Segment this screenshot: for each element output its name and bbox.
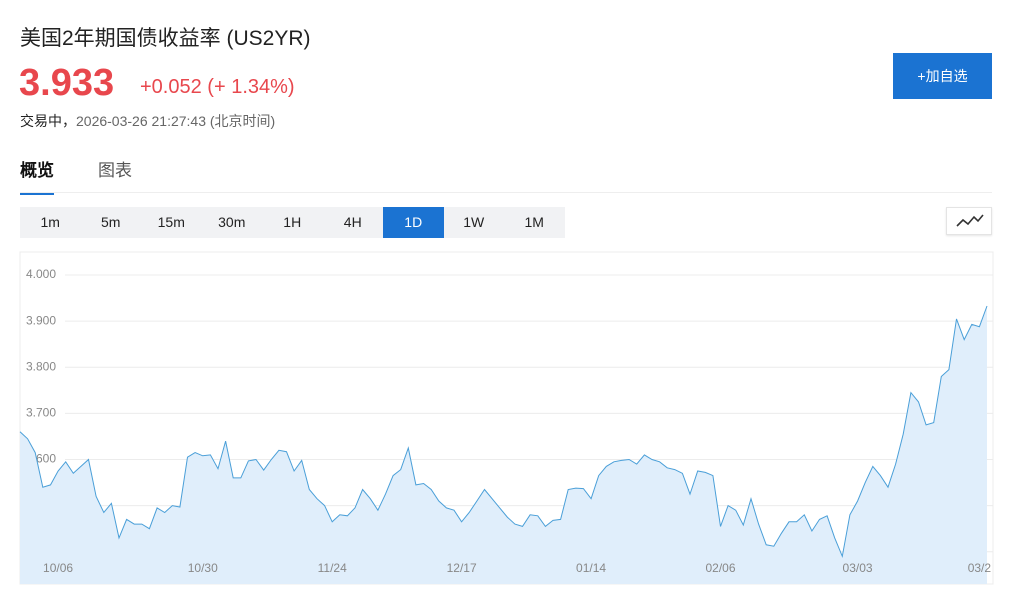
change-percent: (+ 1.34%)	[207, 76, 295, 98]
period-button[interactable]: 1D	[383, 207, 444, 238]
x-tick-label: 10/06	[43, 561, 73, 575]
status: 交易中，2026-03-26 21:27:43 (北京时间)	[20, 111, 275, 131]
timezone: (北京时间)	[209, 113, 276, 129]
watchlist-button[interactable]: +加自选	[893, 53, 992, 99]
price: 3.933	[19, 62, 115, 104]
y-tick-label: 3.700	[26, 406, 56, 420]
period-button[interactable]: 1M	[524, 214, 544, 230]
period-button[interactable]: 1W	[463, 214, 485, 230]
x-tick-label: 03/2	[968, 561, 992, 575]
x-tick-label: 11/24	[318, 561, 347, 575]
period-button[interactable]: 4H	[343, 214, 362, 230]
x-tick-label: 01/14	[576, 561, 606, 575]
divider	[20, 192, 992, 193]
period-selector: 1m 5m 15m 30m 1H 4H 1D 1W 1M	[20, 207, 565, 238]
period-button[interactable]: 1H	[283, 214, 302, 230]
y-tick-label: 3.800	[26, 359, 56, 373]
change-value: +0.052	[140, 76, 202, 98]
icon-line	[956, 214, 984, 227]
timestamp: 2026-03-26 21:27:43	[76, 113, 206, 129]
x-tick-label: 10/30	[188, 561, 218, 575]
x-tick-label: 12/17	[447, 561, 477, 575]
period-button[interactable]: 1m	[40, 214, 60, 230]
area-fill	[20, 306, 987, 584]
x-tick-label: 02/06	[705, 561, 735, 575]
price-line	[19, 305, 988, 559]
change: +0.052 (+ 1.34%)	[140, 76, 295, 99]
y-tick-label: 3.900	[26, 313, 56, 327]
y-tick-label: 4.000	[26, 267, 56, 281]
instrument-title: 美国2年期国债收益率 (US2YR)	[20, 27, 311, 50]
trade-status: 交易中，	[20, 113, 76, 129]
tab[interactable]: 图表	[98, 161, 132, 180]
x-tick-label: 03/03	[843, 561, 873, 575]
tab[interactable]: 概览	[20, 156, 54, 195]
tabs: 概览 图表	[20, 156, 132, 195]
period-button[interactable]: 30m	[218, 214, 246, 230]
period-button[interactable]: 5m	[101, 214, 121, 230]
chart-type-icon	[956, 214, 984, 227]
period-button[interactable]: 15m	[157, 214, 185, 230]
chart-type-button[interactable]	[946, 207, 992, 235]
